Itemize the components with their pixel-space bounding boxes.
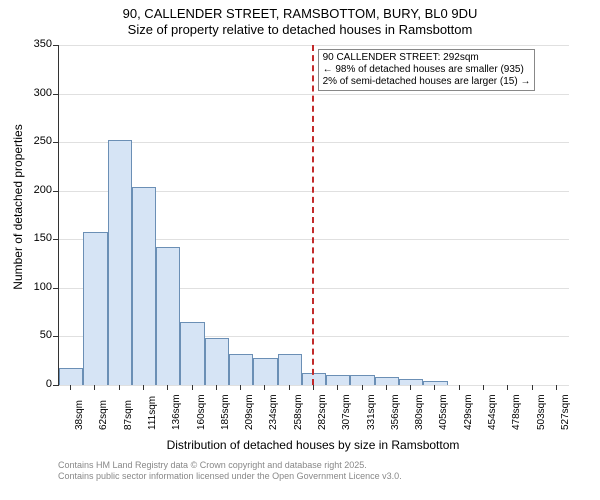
histogram-bar — [59, 368, 83, 385]
ytick-mark — [53, 336, 58, 337]
histogram-bar — [156, 247, 180, 385]
chart-container: 90, CALLENDER STREET, RAMSBOTTOM, BURY, … — [0, 0, 600, 500]
footer-line-1: Contains HM Land Registry data © Crown c… — [58, 460, 402, 471]
xtick-mark — [289, 385, 290, 390]
footer-text: Contains HM Land Registry data © Crown c… — [58, 460, 402, 482]
ytick-label: 200 — [22, 184, 52, 196]
ytick-label: 0 — [22, 378, 52, 390]
xtick-mark — [410, 385, 411, 390]
histogram-bar — [108, 140, 132, 385]
histogram-bar — [180, 322, 204, 385]
xtick-mark — [386, 385, 387, 390]
xtick-mark — [119, 385, 120, 390]
ytick-label: 100 — [22, 281, 52, 293]
plot-area: 90 CALLENDER STREET: 292sqm← 98% of deta… — [58, 45, 569, 386]
xtick-label: 503sqm — [536, 394, 547, 430]
annot-line: ← 98% of detached houses are smaller (93… — [323, 64, 531, 76]
xtick-label: 429sqm — [463, 394, 474, 430]
histogram-bar — [132, 187, 156, 385]
histogram-bar — [423, 381, 447, 385]
ytick-label: 350 — [22, 38, 52, 50]
x-axis-label: Distribution of detached houses by size … — [58, 438, 568, 452]
xtick-mark — [483, 385, 484, 390]
xtick-mark — [459, 385, 460, 390]
ytick-label: 50 — [22, 329, 52, 341]
xtick-mark — [264, 385, 265, 390]
xtick-label: 527sqm — [560, 394, 571, 430]
y-axis-label: Number of detached properties — [11, 57, 25, 357]
histogram-bar — [375, 377, 399, 385]
xtick-label: 307sqm — [341, 394, 352, 430]
xtick-label: 111sqm — [147, 396, 158, 430]
histogram-bar — [399, 379, 423, 385]
histogram-bar — [278, 354, 302, 385]
xtick-mark — [337, 385, 338, 390]
ytick-label: 250 — [22, 135, 52, 147]
annot-line: 90 CALLENDER STREET: 292sqm — [323, 52, 531, 64]
annotation-box: 90 CALLENDER STREET: 292sqm← 98% of deta… — [318, 49, 536, 91]
xtick-label: 185sqm — [220, 394, 231, 430]
ytick-mark — [53, 142, 58, 143]
xtick-mark — [94, 385, 95, 390]
ytick-label: 150 — [22, 232, 52, 244]
histogram-bar — [253, 358, 277, 385]
xtick-mark — [313, 385, 314, 390]
ytick-mark — [53, 239, 58, 240]
xtick-mark — [240, 385, 241, 390]
histogram-bar — [205, 338, 229, 385]
ytick-label: 300 — [22, 87, 52, 99]
ytick-mark — [53, 288, 58, 289]
xtick-mark — [192, 385, 193, 390]
xtick-mark — [167, 385, 168, 390]
histogram-bar — [229, 354, 253, 385]
xtick-label: 234sqm — [268, 394, 279, 430]
title-line-1: 90, CALLENDER STREET, RAMSBOTTOM, BURY, … — [0, 6, 600, 22]
xtick-label: 62sqm — [98, 400, 109, 430]
xtick-label: 356sqm — [390, 394, 401, 430]
xtick-mark — [556, 385, 557, 390]
ytick-mark — [53, 94, 58, 95]
ytick-mark — [53, 385, 58, 386]
xtick-label: 209sqm — [244, 394, 255, 430]
xtick-label: 38sqm — [74, 400, 85, 430]
title-line-2: Size of property relative to detached ho… — [0, 22, 600, 38]
xtick-label: 87sqm — [123, 400, 134, 430]
reference-line — [312, 45, 315, 385]
annot-line: 2% of semi-detached houses are larger (1… — [323, 76, 531, 88]
xtick-mark — [532, 385, 533, 390]
footer-line-2: Contains public sector information licen… — [58, 471, 402, 482]
xtick-mark — [434, 385, 435, 390]
histogram-bar — [83, 232, 107, 385]
gridline — [59, 385, 569, 386]
xtick-mark — [70, 385, 71, 390]
xtick-label: 160sqm — [196, 394, 207, 430]
histogram-bar — [350, 375, 374, 385]
ytick-mark — [53, 45, 58, 46]
histogram-bar — [326, 375, 350, 385]
xtick-mark — [507, 385, 508, 390]
xtick-label: 282sqm — [317, 394, 328, 430]
xtick-label: 380sqm — [414, 394, 425, 430]
xtick-label: 454sqm — [487, 394, 498, 430]
xtick-label: 136sqm — [171, 394, 182, 430]
xtick-mark — [362, 385, 363, 390]
xtick-label: 331sqm — [366, 394, 377, 430]
xtick-label: 405sqm — [438, 394, 449, 430]
ytick-mark — [53, 191, 58, 192]
xtick-label: 258sqm — [293, 394, 304, 430]
xtick-mark — [216, 385, 217, 390]
xtick-label: 478sqm — [511, 394, 522, 430]
xtick-mark — [143, 385, 144, 390]
